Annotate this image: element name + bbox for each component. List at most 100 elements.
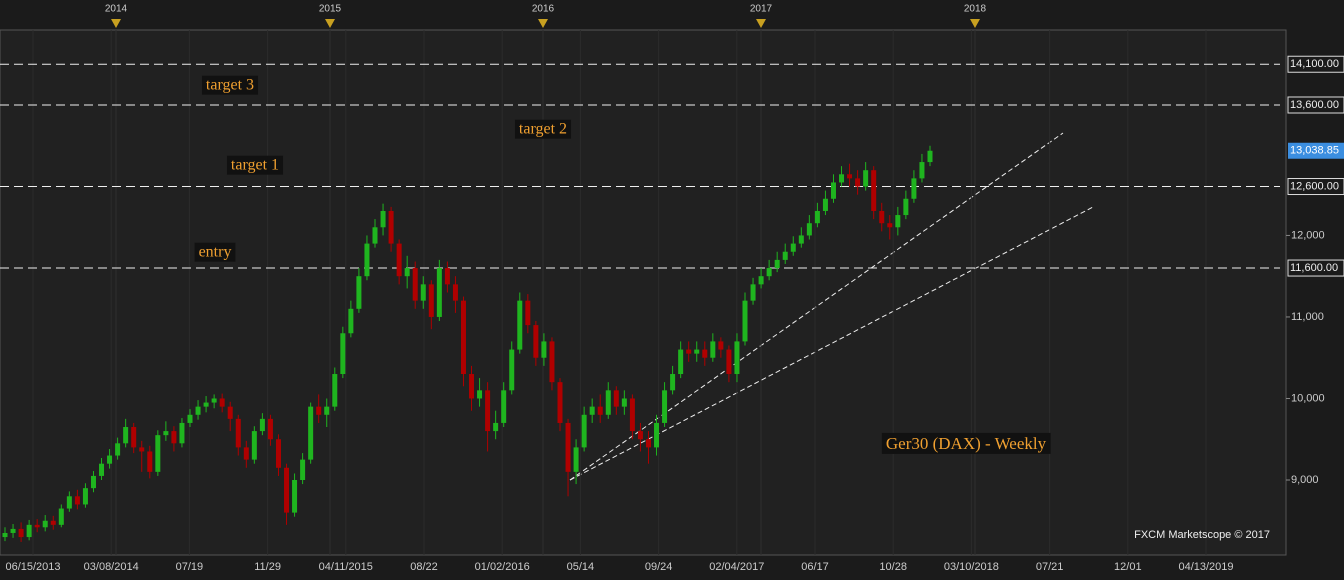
candle-body [444, 268, 450, 285]
candle-body [871, 170, 877, 211]
candle-body [790, 243, 796, 252]
candle-body [702, 349, 708, 358]
level-label: 14,100.00 [1290, 58, 1339, 70]
candle-body [259, 418, 265, 432]
candle-body [452, 284, 458, 301]
candle-body [42, 520, 48, 528]
candle-body [887, 223, 893, 228]
x-tick-label: 12/01 [1114, 561, 1142, 573]
candle-body [243, 447, 249, 460]
candle-body [533, 325, 539, 358]
candle-body [203, 402, 209, 407]
candle-body [678, 349, 684, 375]
annotation: target 3 [206, 77, 254, 94]
candle-body [99, 463, 105, 476]
candle-body [597, 406, 603, 415]
candle-body [710, 341, 716, 358]
last-price-label: 13,038.85 [1290, 145, 1339, 157]
x-tick-label: 05/14 [567, 561, 595, 573]
candle-body [179, 422, 185, 444]
candle-body [911, 178, 917, 199]
candle-body [509, 349, 515, 391]
candle-body [163, 431, 169, 436]
candle-body [428, 284, 434, 317]
candle-body [412, 268, 418, 301]
candle-body [822, 198, 828, 211]
candle-body [211, 398, 217, 403]
candle-body [58, 508, 64, 525]
candle-body [436, 268, 442, 317]
candle-body [927, 150, 933, 163]
candle-body [758, 276, 764, 285]
candle-body [541, 341, 547, 358]
candle-body [66, 496, 72, 509]
year-marker [538, 19, 548, 28]
candle-body [364, 243, 370, 277]
candle-body [613, 390, 619, 407]
candle-body [830, 182, 836, 199]
candle-body [251, 431, 257, 460]
candle-body [814, 210, 820, 224]
level-label: 13,600.00 [1290, 99, 1339, 111]
candle-body [340, 333, 346, 375]
candle-body [919, 162, 925, 179]
candle-body [348, 308, 354, 334]
candle-body [2, 532, 8, 538]
candle-body [477, 390, 483, 399]
candle-body [501, 390, 507, 423]
year-marker [756, 19, 766, 28]
x-tick-label: 09/24 [645, 561, 673, 573]
year-label: 2015 [319, 4, 342, 15]
candle-body [227, 406, 233, 419]
candle-body [855, 178, 861, 187]
candle-body [621, 398, 627, 407]
candle-body [847, 174, 853, 179]
x-tick-label: 06/17 [801, 561, 829, 573]
x-tick-label: 04/13/2019 [1178, 561, 1233, 573]
candle-body [332, 374, 338, 407]
candle-body [549, 341, 555, 383]
candle-body [139, 447, 145, 452]
level-label: 12,600.00 [1290, 180, 1339, 192]
annotation-box [226, 155, 284, 175]
x-tick-label: 10/28 [879, 561, 907, 573]
candle-body [774, 259, 780, 269]
year-label: 2014 [105, 4, 128, 15]
candle-body [292, 480, 298, 513]
candle-body [275, 439, 281, 468]
candle-body [90, 475, 96, 489]
candle-body [589, 406, 595, 415]
year-marker [111, 19, 121, 28]
annotation: target 1 [231, 157, 279, 174]
candle-body [525, 300, 531, 326]
x-tick-label: 11/29 [254, 561, 281, 573]
candle-body [645, 439, 651, 448]
candle-body [372, 227, 378, 244]
x-tick-label: 03/08/2014 [84, 561, 139, 573]
candle-body [629, 398, 635, 432]
candle-body [131, 427, 137, 448]
x-tick-label: 08/22 [410, 561, 438, 573]
candle-body [517, 300, 523, 350]
y-tick-label: 10,000 [1291, 392, 1325, 404]
candle-body [460, 300, 466, 375]
candle-body [903, 198, 909, 216]
candle-body [195, 406, 201, 415]
y-tick-label: 9,000 [1291, 474, 1319, 486]
candle-body [839, 174, 845, 183]
candle-body [235, 418, 241, 448]
candle-body [115, 443, 121, 456]
x-tick-label: 07/19 [176, 561, 204, 573]
chart-title: Ger30 (DAX) - Weekly [886, 434, 1047, 453]
year-marker [325, 19, 335, 28]
candle-body [742, 300, 748, 342]
annotation: entry [199, 244, 232, 261]
candle-body [750, 284, 756, 301]
candle-body [726, 349, 732, 375]
candle-body [557, 382, 563, 423]
last-price-box [1288, 142, 1344, 159]
annotation: target 2 [519, 121, 567, 138]
candle-body [10, 528, 16, 533]
level-box [1287, 96, 1344, 114]
